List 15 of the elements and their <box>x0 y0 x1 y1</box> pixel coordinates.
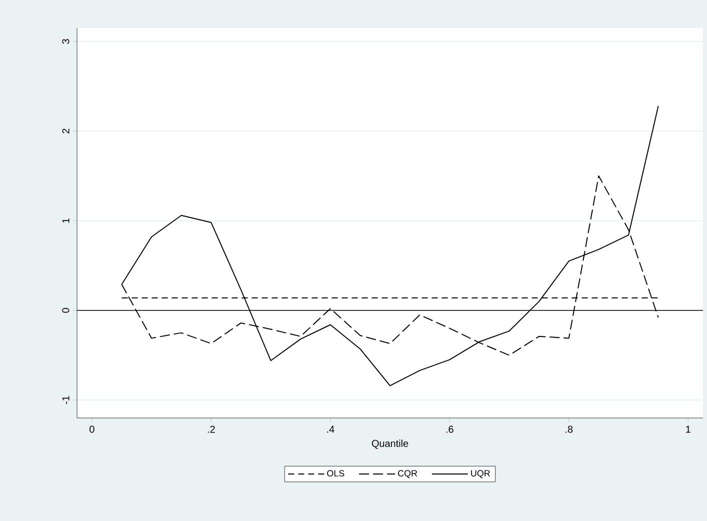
x-tick-label: 1 <box>686 426 690 433</box>
legend-label: UQR <box>471 470 490 478</box>
x-tick-label: .6 <box>446 426 454 433</box>
x-tick-label: .8 <box>566 426 573 433</box>
x-tick-label: .4 <box>327 426 334 433</box>
y-tick-label: 0 <box>62 308 70 313</box>
x-axis-title: Quantile <box>372 440 408 449</box>
y-tick-label: 3 <box>62 39 70 44</box>
y-tick-label: -1 <box>62 396 70 404</box>
y-tick-label: 2 <box>62 128 70 134</box>
x-tick-label: 0 <box>90 426 94 433</box>
legend-label: OLS <box>327 470 344 476</box>
x-tick-label: .2 <box>208 426 215 433</box>
y-tick-label: 1 <box>62 218 70 223</box>
legend-label: CQR <box>398 470 418 478</box>
